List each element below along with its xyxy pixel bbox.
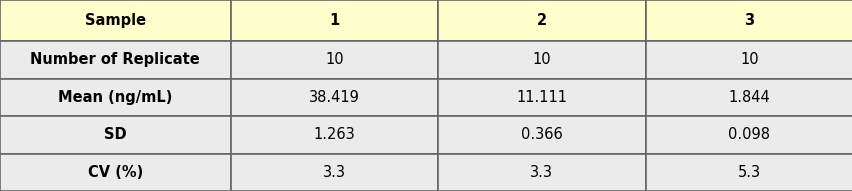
Text: 3: 3: [743, 13, 753, 28]
Text: 10: 10: [532, 53, 550, 67]
Text: SD: SD: [104, 127, 126, 142]
Bar: [0, 154, 230, 191]
Text: Number of Replicate: Number of Replicate: [31, 53, 200, 67]
Bar: [645, 116, 852, 154]
Text: 38.419: 38.419: [308, 90, 360, 105]
Bar: [230, 0, 438, 41]
Bar: [645, 154, 852, 191]
Text: Sample: Sample: [84, 13, 146, 28]
Bar: [0, 79, 230, 116]
Bar: [230, 116, 438, 154]
Bar: [230, 154, 438, 191]
Text: 5.3: 5.3: [737, 165, 760, 180]
Bar: [438, 116, 645, 154]
Text: 10: 10: [739, 53, 757, 67]
Bar: [438, 41, 645, 79]
Text: Mean (ng/mL): Mean (ng/mL): [58, 90, 172, 105]
Text: 3.3: 3.3: [322, 165, 345, 180]
Bar: [438, 154, 645, 191]
Bar: [645, 41, 852, 79]
Text: 1.263: 1.263: [313, 127, 354, 142]
Text: 10: 10: [325, 53, 343, 67]
Bar: [230, 79, 438, 116]
Bar: [438, 0, 645, 41]
Bar: [0, 116, 230, 154]
Text: 1.844: 1.844: [728, 90, 769, 105]
Text: 11.111: 11.111: [515, 90, 567, 105]
Text: 2: 2: [536, 13, 546, 28]
Text: CV (%): CV (%): [88, 165, 143, 180]
Bar: [645, 79, 852, 116]
Bar: [645, 0, 852, 41]
Bar: [0, 41, 230, 79]
Text: 0.098: 0.098: [728, 127, 769, 142]
Bar: [0, 0, 230, 41]
Bar: [230, 41, 438, 79]
Bar: [438, 79, 645, 116]
Text: 0.366: 0.366: [521, 127, 562, 142]
Text: 1: 1: [329, 13, 339, 28]
Text: 3.3: 3.3: [530, 165, 553, 180]
